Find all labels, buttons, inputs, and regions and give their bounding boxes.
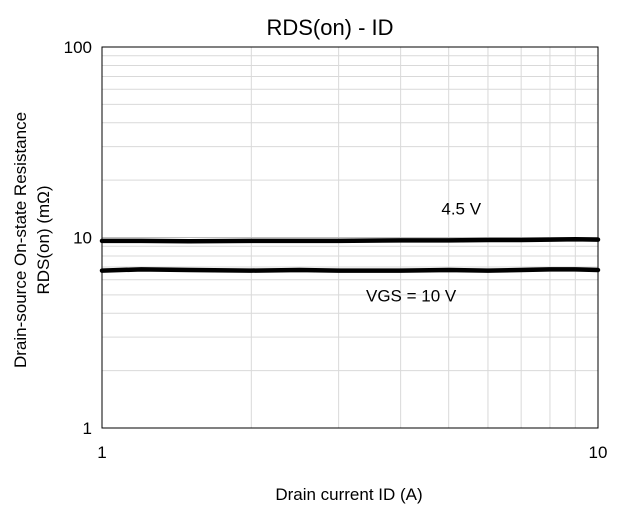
annotations: 4.5 V VGS = 10 V [366, 200, 482, 306]
y-tick-label: 100 [64, 38, 92, 57]
series-line-1 [99, 236, 601, 244]
y-axis-label-line-2: RDS(on) (mΩ) [34, 185, 53, 294]
x-axis-label: Drain current ID (A) [275, 485, 422, 504]
x-tick-label: 1 [97, 443, 106, 462]
y-tick-label: 1 [83, 419, 92, 438]
annotation-label-2: VGS = 10 V [366, 287, 457, 306]
series-line-2 [99, 267, 601, 273]
y-tick-label: 10 [73, 229, 92, 248]
y-axis-label-line-1: Drain-source On-state Resistance [11, 112, 30, 368]
series-layer [99, 236, 601, 273]
x-tick-label: 10 [589, 443, 608, 462]
chart-title: RDS(on) - ID [266, 15, 393, 40]
y-tick-labels: 1 10 100 [64, 38, 92, 438]
x-tick-labels: 1 10 [97, 443, 607, 462]
annotation-label-1: 4.5 V [441, 200, 481, 219]
minor-gridlines [102, 47, 598, 428]
